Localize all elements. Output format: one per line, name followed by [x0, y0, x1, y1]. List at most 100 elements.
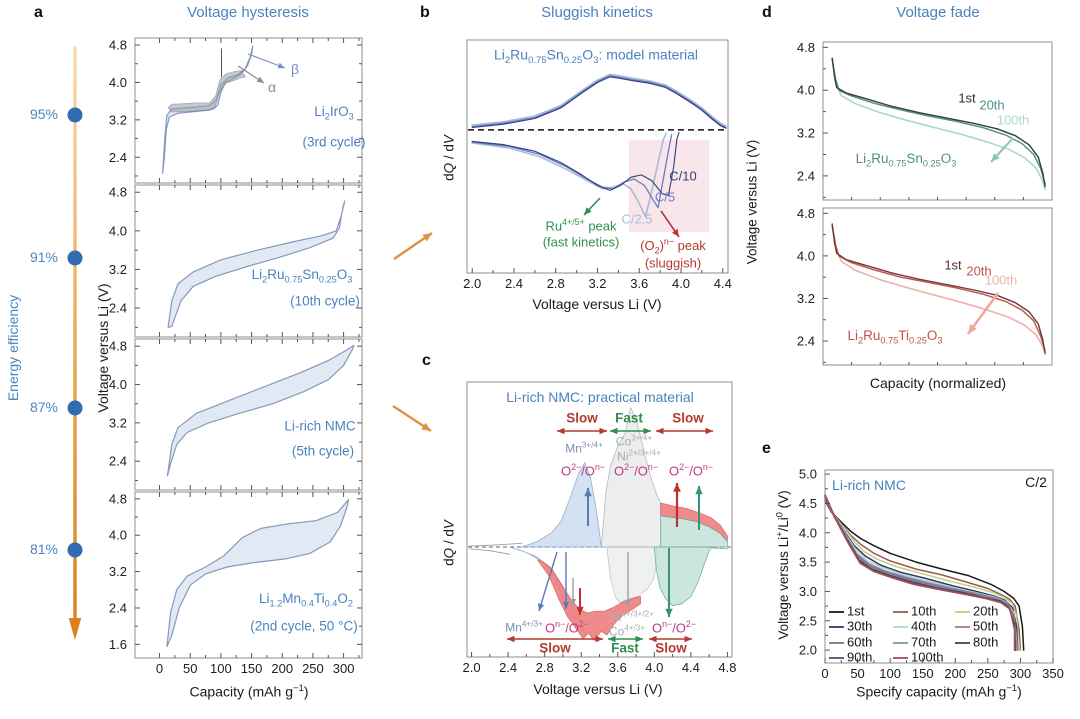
svg-text:2.0: 2.0	[463, 276, 481, 291]
svg-text:250: 250	[302, 661, 324, 676]
e-rate: C/2	[1025, 474, 1047, 491]
c-co-top: Co3+/4+	[615, 433, 653, 449]
svg-text:4.4: 4.4	[682, 660, 700, 675]
svg-text:2.8: 2.8	[536, 660, 554, 675]
panel-title-sluggish-kinetics: Sluggish kinetics	[541, 4, 653, 21]
svg-text:50: 50	[183, 661, 197, 676]
svg-text:250: 250	[977, 666, 999, 681]
efficiency-87: 87%	[29, 399, 59, 416]
ylabel-e: Voltage versus Li+/Li0 (V)	[774, 490, 792, 640]
legend-label-90th: 90th	[847, 649, 873, 665]
b-o2-peak-line2: (sluggish)	[644, 255, 702, 271]
svg-text:2.4: 2.4	[505, 276, 523, 291]
svg-text:2.4: 2.4	[109, 150, 127, 165]
legend-label-20th: 20th	[973, 603, 999, 619]
a4-material: Li1.2Mn0.4Ti0.4O2	[259, 591, 353, 609]
a1-material: Li2IrO3	[314, 104, 354, 122]
d1-20th: 20th	[979, 97, 1005, 113]
svg-text:0: 0	[821, 666, 828, 681]
b-ru-peak-line1: Ru4+/5+ peak	[545, 217, 617, 234]
c-fast-top: Fast	[615, 410, 643, 426]
svg-text:4.8: 4.8	[797, 206, 815, 221]
svg-text:150: 150	[241, 661, 263, 676]
svg-text:4.8: 4.8	[109, 185, 127, 200]
xlabel-b: Voltage versus Li (V)	[532, 296, 662, 313]
c-slow-top-left: Slow	[566, 410, 598, 426]
svg-text:4.8: 4.8	[109, 339, 127, 354]
svg-text:2.4: 2.4	[499, 660, 517, 675]
d1-1st: 1st	[958, 90, 976, 106]
svg-text:4.0: 4.0	[797, 83, 815, 98]
legend-label-50th: 50th	[973, 618, 999, 634]
svg-text:3.5: 3.5	[799, 555, 817, 570]
a2-cycle: (10th cycle)	[290, 293, 360, 309]
svg-text:3.2: 3.2	[588, 276, 606, 291]
panel-title-voltage-hysteresis: Voltage hysteresis	[187, 4, 309, 21]
legend-label-80th: 80th	[973, 634, 999, 650]
c-o-top-3: O2−/On−	[668, 462, 714, 479]
svg-text:4.0: 4.0	[797, 248, 815, 263]
legend-label-40th: 40th	[911, 618, 937, 634]
svg-text:3.2: 3.2	[109, 262, 127, 277]
c-slow-bottom-left: Slow	[539, 640, 571, 656]
efficiency-81: 81%	[29, 541, 59, 558]
svg-text:2.5: 2.5	[799, 613, 817, 628]
efficiency-dot-87%	[67, 400, 83, 416]
plot-e: 0 50 100 150 200 250 300 350 2.0 2.5 3.0 3.5 4.0 4.5 5…	[799, 467, 1064, 681]
b-ru-peak-line2: (fast kinetics)	[542, 234, 620, 250]
svg-text:3.2: 3.2	[797, 126, 815, 141]
xlabel-c: Voltage versus Li (V)	[533, 681, 663, 698]
svg-text:3.2: 3.2	[797, 291, 815, 306]
c-title: Li-rich NMC: practical material	[506, 389, 694, 406]
ylabel-c: dQ / dV	[441, 520, 457, 566]
svg-text:200: 200	[944, 666, 966, 681]
efficiency-95: 95%	[29, 106, 59, 123]
c-o-bottom-2: On−/O2−	[651, 619, 697, 636]
panel-letter-d: d	[762, 4, 772, 21]
plot-a2: 2.4 3.2 4.0 4.8	[109, 184, 363, 338]
d2-20th: 20th	[966, 263, 992, 279]
legend-label-60th: 60th	[847, 634, 873, 650]
d1-material: Li2Ru0.75Sn0.25O3	[855, 151, 957, 169]
b-o2-peak-line1: (O2)n− peak	[640, 236, 706, 256]
svg-text:4.0: 4.0	[672, 276, 690, 291]
svg-text:150: 150	[912, 666, 934, 681]
efficiency-91: 91%	[29, 249, 59, 266]
a1-beta: β	[290, 61, 300, 78]
b-rate-c10: C/10	[669, 168, 697, 184]
c-fast-bottom: Fast	[611, 640, 639, 656]
c-slow-top-right: Slow	[672, 410, 704, 426]
ylabel-d: Voltage versus Li (V)	[744, 139, 760, 265]
panel-letter-e: e	[762, 440, 771, 457]
c-mn-bottom: Mn4+/3+	[505, 619, 543, 635]
plot-b: 2.0 2.4 2.8 3.2 3.6 4.0 4.4	[463, 39, 732, 291]
c-slow-bottom-right: Slow	[655, 640, 687, 656]
c-mn-top: Mn3+/4+	[565, 440, 603, 456]
svg-text:100: 100	[210, 661, 232, 676]
svg-text:3.0: 3.0	[799, 584, 817, 599]
xlabel-d: Capacity (normalized)	[869, 375, 1007, 392]
svg-text:2.4: 2.4	[109, 454, 127, 469]
svg-text:4.5: 4.5	[799, 496, 817, 511]
svg-text:2.0: 2.0	[799, 643, 817, 658]
svg-text:4.4: 4.4	[714, 276, 732, 291]
efficiency-dot-95%	[67, 107, 83, 123]
svg-text:4.0: 4.0	[109, 223, 127, 238]
svg-text:300: 300	[1010, 666, 1032, 681]
c-ni-bottom: Ni4+/3+/2+	[610, 609, 654, 625]
c-o-bottom-1: On−/O2−	[544, 619, 590, 636]
ylabel-b: dQ / dV	[441, 135, 457, 181]
svg-text:3.6: 3.6	[630, 276, 648, 291]
c-o-top-2: O2−/On−	[613, 462, 659, 479]
svg-text:300: 300	[333, 661, 355, 676]
svg-text:1.6: 1.6	[109, 637, 127, 652]
xlabel-a: Capacity (mAh g−1)	[189, 682, 309, 700]
legend-label-30th: 30th	[847, 618, 873, 634]
a1-alpha: α	[267, 79, 277, 96]
d2-1st: 1st	[944, 257, 962, 273]
svg-text:350: 350	[1042, 666, 1064, 681]
d2-material: Li2Ru0.75Ti0.25O3	[847, 328, 943, 346]
svg-text:4.0: 4.0	[799, 525, 817, 540]
c-co-bottom: Co4+/3+	[608, 623, 646, 639]
